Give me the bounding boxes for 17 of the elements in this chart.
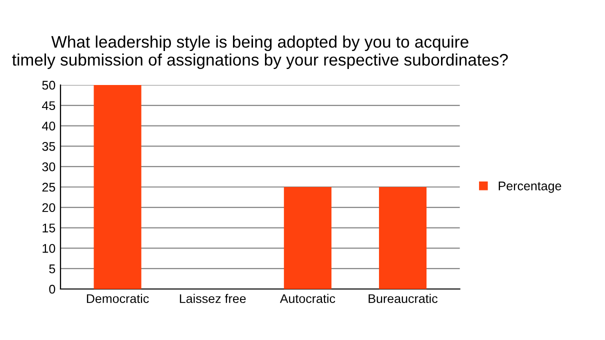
x-tick-label: Autocratic: [280, 294, 336, 304]
x-tick-label: Laissez free: [180, 294, 246, 304]
y-tick-label: 40: [42, 122, 56, 130]
y-tick-label: 20: [42, 203, 56, 212]
y-tick-label: 50: [42, 80, 56, 90]
y-tick-label: 10: [42, 244, 56, 253]
x-tick-label: Bureaucratic: [368, 294, 438, 304]
y-tick-label: 0: [49, 284, 56, 294]
chart-title: What leadership style is being adopted by you to acquire timely submission of assignations by your respective subordinates?: [12, 36, 508, 70]
y-tick-label: 25: [42, 182, 56, 192]
legend-label: Percentage: [498, 182, 562, 193]
y-tick-label: 30: [42, 162, 56, 172]
x-tick-label: Democratic: [86, 294, 149, 304]
y-tick-label: 35: [42, 142, 56, 151]
y-tick-label: 15: [42, 224, 56, 232]
y-tick-label: 45: [42, 101, 56, 110]
y-tick-label: 5: [49, 264, 56, 274]
